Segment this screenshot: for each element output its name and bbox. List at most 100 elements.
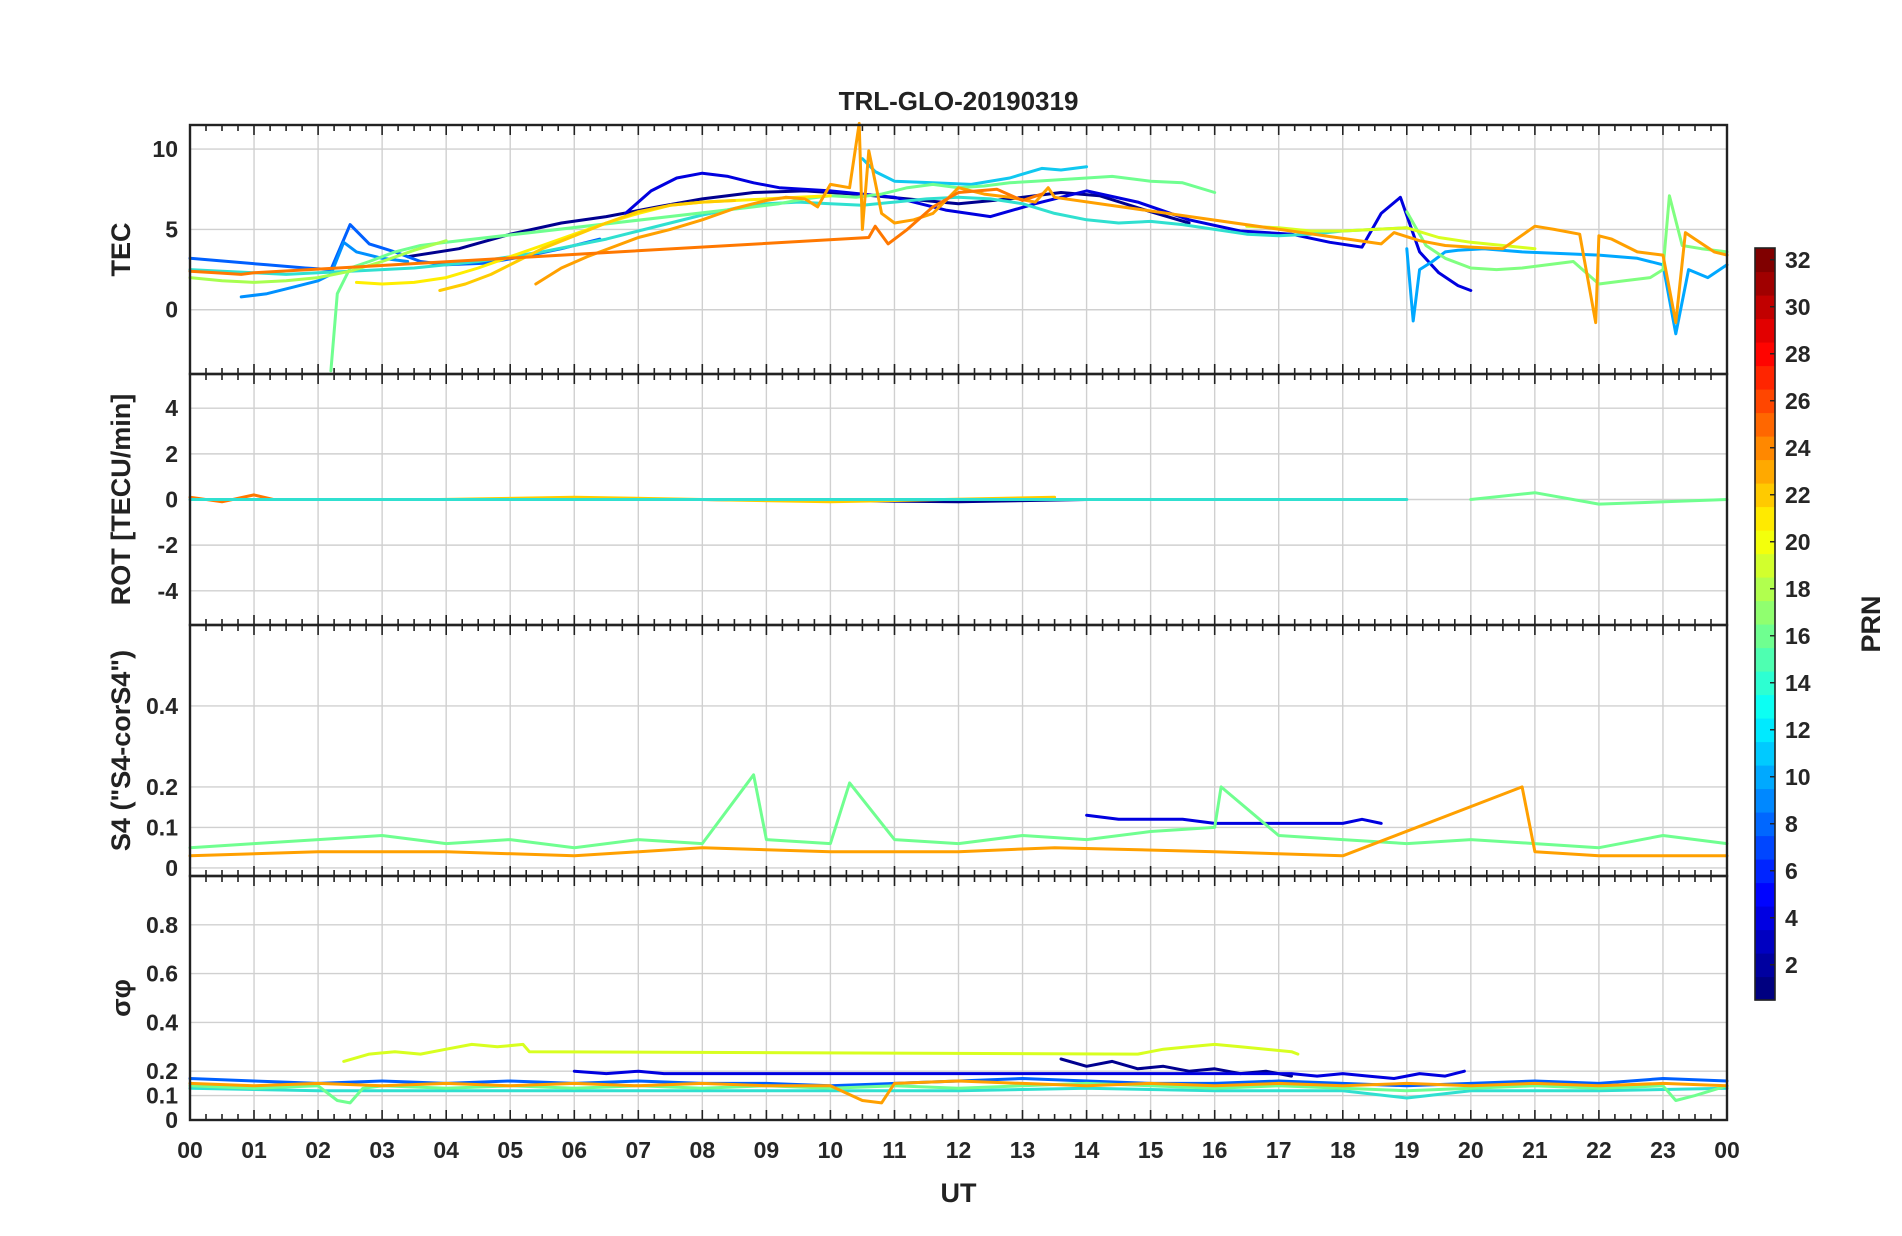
colorbar-tick-label: 28	[1785, 341, 1811, 367]
colorbar-tick-label: 16	[1785, 623, 1811, 649]
x-tick-label: 14	[1074, 1137, 1100, 1163]
y-tick-label: 0	[165, 1107, 178, 1133]
colorbar-tick-label: 32	[1785, 247, 1811, 273]
colorbar-segment	[1755, 553, 1775, 578]
colorbar-segment	[1755, 812, 1775, 837]
colorbar-segment	[1755, 318, 1775, 343]
series-prn-19	[342, 1042, 1300, 1063]
x-axis-label: UT	[941, 1178, 977, 1208]
colorbar-tick-label: 4	[1785, 905, 1798, 931]
colorbar-segment	[1755, 741, 1775, 766]
colorbar-segment	[1755, 976, 1775, 1001]
colorbar-segment	[1755, 600, 1775, 625]
x-tick-label: 22	[1586, 1137, 1612, 1163]
colorbar-segment	[1755, 671, 1775, 696]
colorbar-segment	[1755, 765, 1775, 790]
x-tick-label: 06	[561, 1137, 587, 1163]
panel-tec: 0 5 10 TEC	[106, 121, 1729, 376]
colorbar-tick-label: 26	[1785, 388, 1811, 414]
x-tick-label: 04	[433, 1137, 459, 1163]
series-prn-14	[188, 1086, 1729, 1100]
x-tick-label: 20	[1458, 1137, 1484, 1163]
colorbar-segment	[1755, 459, 1775, 484]
series-prn-16	[188, 1081, 1729, 1105]
series-prn-16	[188, 773, 1729, 850]
series-prn-22	[534, 121, 1729, 325]
y-axis-label: σφ	[106, 979, 136, 1017]
x-tick-label: 07	[625, 1137, 651, 1163]
series-prn-19	[1245, 224, 1537, 251]
y-tick-label: 0.8	[146, 912, 178, 938]
x-tick-label: 08	[690, 1137, 716, 1163]
colorbar-segment	[1755, 624, 1775, 649]
x-tick-label: 01	[241, 1137, 267, 1163]
x-tick-label: 18	[1330, 1137, 1356, 1163]
colorbar-tick-label: 2	[1785, 952, 1798, 978]
series-prn-22	[188, 1079, 1729, 1105]
panel-sigma: 00.10.2 0.4 0.6 0.8 σφ	[106, 874, 1729, 1133]
series-prn-24	[188, 187, 1044, 276]
y-tick-label: 0.2	[146, 1058, 178, 1084]
series-prn-4	[572, 1069, 1466, 1080]
colorbar-tick-label: 18	[1785, 576, 1811, 602]
y-axis-label: S4 ("S4-corS4")	[106, 650, 136, 851]
series-prn-16	[329, 174, 1217, 373]
colorbar-segment	[1755, 436, 1775, 461]
series-prn-21	[438, 199, 736, 292]
x-tick-label: 21	[1522, 1137, 1548, 1163]
x-tick-label: 05	[497, 1137, 523, 1163]
x-axis: 00 01 02 03 04 05 06 07 08 09 10 11 12 13 14 15 16 17 18 19…	[177, 1137, 1740, 1163]
y-tick-label: 0.6	[146, 961, 178, 987]
series-prn-16	[1469, 491, 1729, 506]
y-tick-label: -4	[158, 578, 179, 604]
colorbar-segment	[1755, 694, 1775, 719]
y-tick-label: 0.4	[146, 693, 178, 719]
x-tick-label: 23	[1650, 1137, 1676, 1163]
colorbar-segment	[1755, 882, 1775, 907]
series-prn-14	[188, 195, 1409, 276]
colorbar-segment	[1755, 835, 1775, 860]
colorbar-segment	[1755, 295, 1775, 320]
y-tick-label: 0	[165, 487, 178, 513]
y-tick-label: 2	[165, 441, 178, 467]
series-prn-11	[1405, 247, 1729, 336]
y-tick-label: 0.2	[146, 774, 178, 800]
series-prn-4	[624, 171, 1473, 292]
y-tick-label: 5	[165, 216, 178, 242]
colorbar-segment	[1755, 647, 1775, 672]
x-tick-label: 09	[754, 1137, 780, 1163]
colorbar-segment	[1755, 248, 1775, 273]
panel-rot: -4 -2 0 2 4 ROT [TECU/min]	[106, 372, 1729, 627]
colorbar-segment	[1755, 577, 1775, 602]
y-tick-label: 0	[165, 855, 178, 881]
y-tick-label: 4	[165, 395, 178, 421]
colorbar-tick-label: 12	[1785, 717, 1811, 743]
colorbar-tick-label: 14	[1785, 670, 1811, 696]
colorbar-segment	[1755, 859, 1775, 884]
minor-ticks	[189, 876, 1728, 1120]
y-tick-label: 0	[165, 297, 178, 323]
y-tick-label: 0.1	[146, 1083, 178, 1109]
colorbar-frame	[1754, 247, 1776, 1001]
x-tick-label: 17	[1266, 1137, 1292, 1163]
colorbar-tick-label: 22	[1785, 482, 1811, 508]
x-tick-label: 15	[1138, 1137, 1164, 1163]
y-tick-label: -2	[158, 532, 178, 558]
series-prn-22	[188, 785, 1729, 858]
minor-ticks	[189, 625, 1728, 876]
minor-ticks	[189, 374, 1728, 625]
colorbar-segment	[1755, 929, 1775, 954]
y-axis-label: ROT [TECU/min]	[106, 394, 136, 605]
series-prn-13	[860, 157, 1089, 186]
x-tick-label: 12	[946, 1137, 972, 1163]
colorbar-label: PRN	[1856, 595, 1886, 652]
x-tick-label: 03	[369, 1137, 395, 1163]
x-tick-label: 10	[818, 1137, 844, 1163]
x-tick-label: 00	[1714, 1137, 1740, 1163]
y-axis-label: TEC	[106, 223, 136, 277]
colorbar-segment	[1755, 906, 1775, 931]
colorbar-segment	[1755, 389, 1775, 414]
panel-s4: 0 0.1 0.2 0.4 S4 ("S4-corS4")	[106, 623, 1729, 881]
x-tick-label: 16	[1202, 1137, 1228, 1163]
